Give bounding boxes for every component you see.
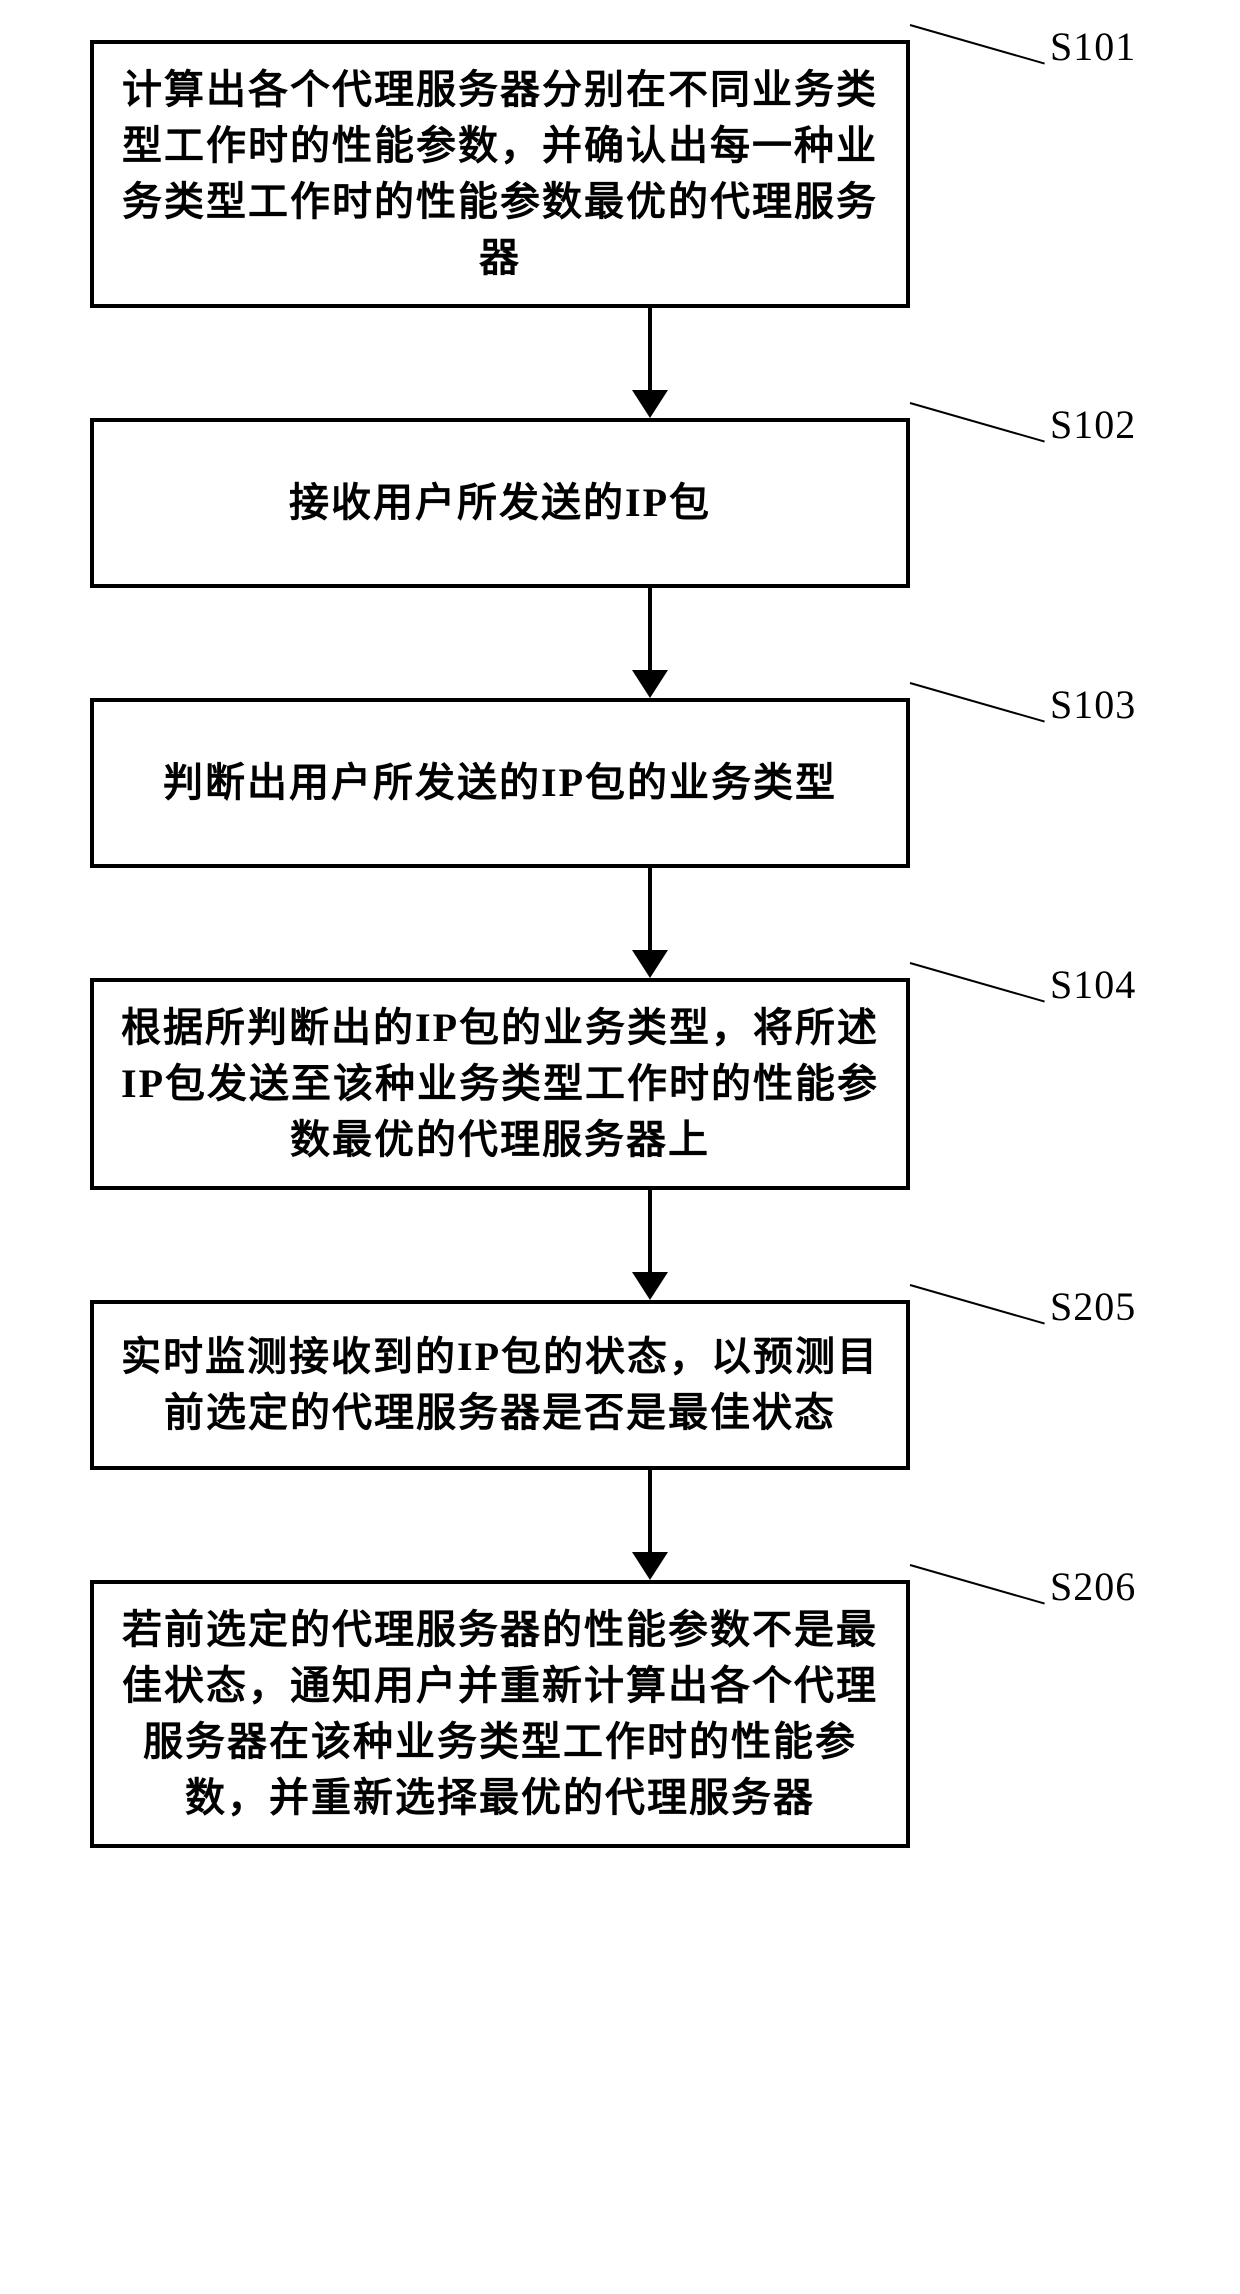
arrow-4 xyxy=(240,1190,1060,1300)
step-box-2: 接收用户所发送的IP包 xyxy=(90,418,910,588)
step-box-3: 判断出用户所发送的IP包的业务类型 xyxy=(90,698,910,868)
arrow-icon xyxy=(630,588,670,698)
step-label-6: S206 xyxy=(1050,1563,1136,1610)
step-row-1: 计算出各个代理服务器分别在不同业务类型工作时的性能参数，并确认出每一种业务类型工… xyxy=(30,40,1210,308)
step-label-1: S101 xyxy=(1050,23,1136,70)
step-text-2: 接收用户所发送的IP包 xyxy=(289,475,711,531)
step-row-2: 接收用户所发送的IP包 S102 xyxy=(30,418,1210,588)
arrow-3 xyxy=(240,868,1060,978)
leader-line-1 xyxy=(910,24,1045,65)
arrow-icon xyxy=(630,1470,670,1580)
step-text-1: 计算出各个代理服务器分别在不同业务类型工作时的性能参数，并确认出每一种业务类型工… xyxy=(118,62,882,286)
step-box-5: 实时监测接收到的IP包的状态，以预测目前选定的代理服务器是否是最佳状态 xyxy=(90,1300,910,1470)
step-box-1: 计算出各个代理服务器分别在不同业务类型工作时的性能参数，并确认出每一种业务类型工… xyxy=(90,40,910,308)
arrow-icon xyxy=(630,868,670,978)
step-row-6: 若前选定的代理服务器的性能参数不是最佳状态，通知用户并重新计算出各个代理服务器在… xyxy=(30,1580,1210,1848)
step-label-2: S102 xyxy=(1050,401,1136,448)
arrow-icon xyxy=(630,1190,670,1300)
step-label-5: S205 xyxy=(1050,1283,1136,1330)
arrow-icon xyxy=(630,308,670,418)
arrow-2 xyxy=(240,588,1060,698)
step-row-4: 根据所判断出的IP包的业务类型，将所述IP包发送至该种业务类型工作时的性能参数最… xyxy=(30,978,1210,1190)
step-text-6: 若前选定的代理服务器的性能参数不是最佳状态，通知用户并重新计算出各个代理服务器在… xyxy=(118,1602,882,1826)
arrow-1 xyxy=(240,308,1060,418)
step-text-5: 实时监测接收到的IP包的状态，以预测目前选定的代理服务器是否是最佳状态 xyxy=(118,1329,882,1441)
step-text-3: 判断出用户所发送的IP包的业务类型 xyxy=(163,755,837,811)
step-row-3: 判断出用户所发送的IP包的业务类型 S103 xyxy=(30,698,1210,868)
step-box-4: 根据所判断出的IP包的业务类型，将所述IP包发送至该种业务类型工作时的性能参数最… xyxy=(90,978,910,1190)
flowchart-container: 计算出各个代理服务器分别在不同业务类型工作时的性能参数，并确认出每一种业务类型工… xyxy=(30,40,1210,1848)
arrow-5 xyxy=(240,1470,1060,1580)
step-row-5: 实时监测接收到的IP包的状态，以预测目前选定的代理服务器是否是最佳状态 S205 xyxy=(30,1300,1210,1470)
step-box-6: 若前选定的代理服务器的性能参数不是最佳状态，通知用户并重新计算出各个代理服务器在… xyxy=(90,1580,910,1848)
step-label-3: S103 xyxy=(1050,681,1136,728)
step-text-4: 根据所判断出的IP包的业务类型，将所述IP包发送至该种业务类型工作时的性能参数最… xyxy=(118,1000,882,1168)
step-label-4: S104 xyxy=(1050,961,1136,1008)
